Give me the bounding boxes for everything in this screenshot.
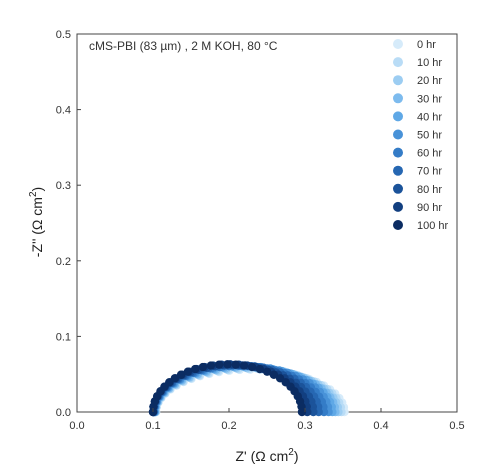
data-point	[223, 360, 232, 369]
y-axis-label: -Z'' (Ω cm2)	[28, 187, 45, 257]
x-tick-label: 0.1	[145, 420, 160, 432]
legend-marker	[393, 147, 403, 158]
data-point	[206, 361, 216, 370]
annotation-text: cMS-PBI (83 µm) , 2 M KOH, 80 °C	[89, 39, 278, 53]
legend-marker	[393, 57, 403, 68]
plot-frame	[76, 33, 458, 413]
y-tick-label: 0.1	[56, 331, 71, 343]
data-point	[239, 361, 249, 370]
data-points	[148, 360, 349, 417]
legend-marker	[393, 183, 403, 194]
legend-marker	[393, 165, 403, 176]
y-tick-label: 0.3	[56, 180, 71, 192]
data-point	[190, 364, 200, 374]
data-point	[262, 367, 272, 376]
y-tick-label: 0.2	[56, 256, 71, 268]
data-point	[170, 374, 180, 383]
legend-marker	[393, 111, 403, 122]
legend-label: 40 hr	[417, 111, 442, 123]
legend-label: 30 hr	[417, 93, 442, 105]
y-tick-label: 0.4	[56, 105, 71, 117]
legend-label: 100 hr	[417, 220, 449, 232]
x-tick-label: 0.4	[373, 420, 388, 432]
legend-marker	[393, 201, 403, 212]
legend: 0 hr 10 hr 20 hr 30 hr 40 hr 50 hr 60 hr 70 hr 8…	[393, 39, 449, 232]
legend-marker	[393, 93, 403, 104]
data-point	[247, 362, 257, 372]
legend-marker	[393, 220, 403, 230]
x-axis-label: Z' (Ω cm2)	[235, 447, 298, 464]
x-tick-label: 0.3	[297, 420, 312, 432]
data-point	[176, 370, 186, 379]
x-tick-label: 0.2	[221, 420, 236, 432]
data-point	[214, 360, 224, 369]
data-point	[309, 407, 318, 417]
legend-marker	[393, 75, 403, 86]
legend-label: 70 hr	[417, 166, 442, 178]
data-point	[231, 360, 241, 369]
legend-label: 90 hr	[417, 202, 442, 214]
data-point	[297, 407, 307, 417]
y-tick-label: 0.0	[56, 407, 71, 419]
x-tick-label: 0.0	[69, 420, 84, 432]
legend-label: 0 hr	[417, 39, 436, 51]
data-point	[183, 367, 193, 376]
legend-label: 60 hr	[417, 148, 442, 160]
legend-label: 50 hr	[417, 130, 442, 142]
legend-label: 10 hr	[417, 57, 442, 69]
x-axis-ticks: 0.0 0.1 0.2 0.3 0.4 0.5	[69, 408, 465, 432]
data-point	[255, 364, 264, 374]
data-point	[198, 362, 208, 372]
data-point	[269, 370, 279, 379]
legend-marker	[393, 39, 403, 49]
y-axis-ticks: 0.0 0.1 0.2 0.3 0.4 0.5	[56, 29, 81, 419]
x-tick-label: 0.5	[449, 420, 464, 432]
legend-label: 80 hr	[417, 184, 442, 196]
legend-marker	[393, 129, 403, 140]
y-tick-label: 0.5	[56, 29, 71, 41]
legend-label: 20 hr	[417, 75, 442, 87]
